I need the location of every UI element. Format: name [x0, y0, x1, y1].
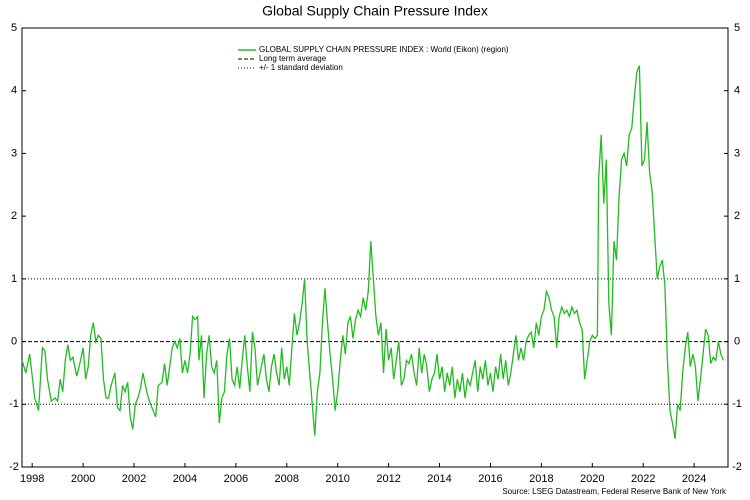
y2-tick-label: 2	[734, 210, 740, 222]
legend-label: GLOBAL SUPPLY CHAIN PRESSURE INDEX : Wor…	[259, 45, 509, 54]
x-tick-label: 2004	[173, 473, 197, 485]
x-tick-label: 2012	[376, 473, 400, 485]
y2-tick-label: 0	[734, 335, 740, 347]
y-tick-label: -2	[9, 461, 19, 473]
x-tick-label: 2010	[325, 473, 349, 485]
x-tick-label: 2000	[71, 473, 95, 485]
x-tick-label: 2008	[275, 473, 299, 485]
x-tick-label: 2014	[427, 473, 451, 485]
y-tick-label: 1	[11, 273, 17, 285]
y-tick-label: -1	[9, 398, 19, 410]
plot-frame	[21, 27, 729, 468]
chart-title: Global Supply Chain Pressure Index	[262, 3, 488, 19]
x-tick-label: 2020	[580, 473, 604, 485]
x-tick-label: 2002	[122, 473, 146, 485]
y-tick-label: 3	[11, 147, 17, 159]
y-tick-label: 5	[11, 22, 17, 34]
x-tick-label: 2022	[631, 473, 655, 485]
series-line	[21, 65, 725, 439]
x-tick-label: 2024	[682, 473, 706, 485]
y2-tick-label: -2	[732, 461, 742, 473]
y-tick-label: 0	[11, 335, 17, 347]
y-tick-label: 4	[11, 85, 17, 97]
y2-tick-label: -1	[732, 398, 742, 410]
x-tick-label: 2018	[529, 473, 553, 485]
y2-tick-label: 4	[734, 85, 740, 97]
y2-tick-label: 3	[734, 147, 740, 159]
y2-tick-label: 1	[734, 273, 740, 285]
y2-tick-label: 5	[734, 22, 740, 34]
legend-label: Long term average	[259, 54, 327, 63]
legend-label: +/- 1 standard deviation	[259, 63, 343, 72]
x-tick-label: 1998	[20, 473, 44, 485]
y-tick-label: 2	[11, 210, 17, 222]
x-tick-label: 2016	[478, 473, 502, 485]
x-tick-label: 2006	[224, 473, 248, 485]
source-note: Source: LSEG Datastream, Federal Reserve…	[502, 487, 727, 496]
